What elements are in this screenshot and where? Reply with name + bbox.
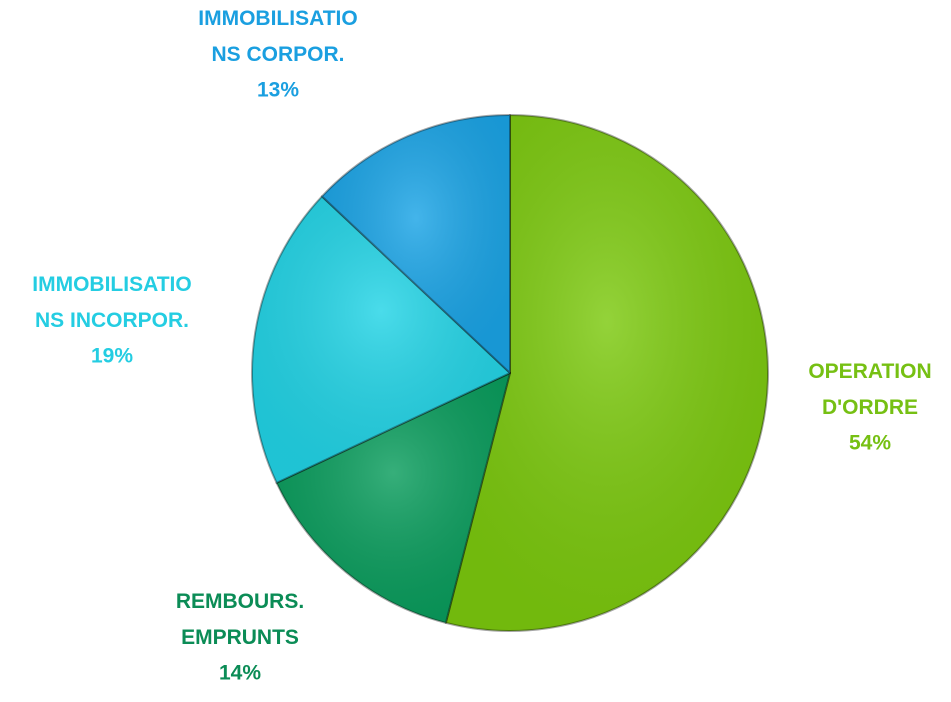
slice-value-label: 14%: [219, 662, 261, 685]
slice-label-line: NS INCORPOR.: [35, 309, 189, 332]
slice-label-line: REMBOURS.: [176, 590, 304, 613]
slice-label-line: EMPRUNTS: [181, 626, 299, 649]
slice-label: OPERATION D'ORDRE: [808, 360, 931, 419]
slice-label: IMMOBILISATIO NS INCORPOR.: [32, 273, 191, 332]
slice-value-label: 54%: [849, 432, 891, 455]
slice-value-label: 13%: [257, 79, 299, 102]
slice-label: IMMOBILISATIO NS CORPOR.: [198, 7, 357, 66]
slice-label-line: NS CORPOR.: [211, 43, 344, 66]
slice-label-line: D'ORDRE: [822, 396, 918, 419]
slice-label-line: IMMOBILISATIO: [198, 7, 357, 30]
slice-label-line: IMMOBILISATIO: [32, 273, 191, 296]
slice-value-label: 19%: [91, 345, 133, 368]
slice-label: REMBOURS. EMPRUNTS: [176, 590, 304, 649]
slice-label-line: OPERATION: [808, 360, 931, 383]
